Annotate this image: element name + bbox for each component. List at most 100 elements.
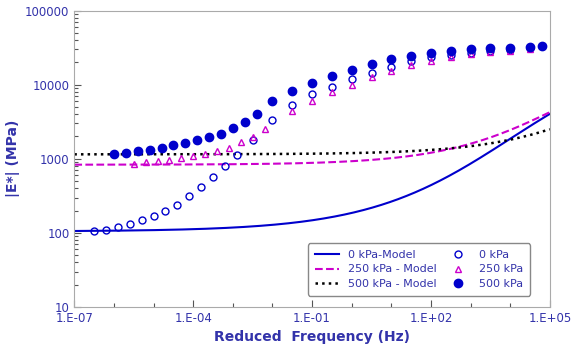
0 kPa <box>289 103 296 107</box>
500 kPa <box>538 44 545 48</box>
0 kPa <box>328 85 335 89</box>
250 kPa - Model <box>359 159 366 163</box>
0 kPa <box>186 194 193 198</box>
0 kPa <box>174 203 181 207</box>
500 kPa - Model <box>432 148 439 152</box>
500 kPa - Model <box>480 142 487 147</box>
500 kPa - Model <box>71 152 78 156</box>
500 kPa <box>218 132 224 136</box>
500 kPa <box>428 51 434 55</box>
250 kPa <box>368 75 375 79</box>
250 kPa <box>226 146 233 150</box>
250 kPa <box>328 90 335 94</box>
500 kPa <box>194 138 201 142</box>
Line: 250 kPa - Model: 250 kPa - Model <box>74 112 550 165</box>
250 kPa - Model <box>480 138 487 142</box>
500 kPa <box>309 81 316 85</box>
0 kPa <box>91 229 98 233</box>
0 kPa <box>349 77 355 82</box>
250 kPa <box>213 149 220 154</box>
500 kPa <box>170 144 177 148</box>
500 kPa - Model <box>100 152 107 156</box>
0 kPa <box>233 153 240 157</box>
500 kPa <box>205 135 212 139</box>
250 kPa - Model <box>374 158 381 162</box>
250 kPa - Model <box>432 150 439 154</box>
250 kPa <box>130 162 137 166</box>
500 kPa - Model <box>347 151 354 155</box>
0 kPa <box>428 55 434 60</box>
250 kPa - Model <box>100 162 107 167</box>
250 kPa <box>527 47 534 51</box>
Line: 500 kPa - Model: 500 kPa - Model <box>74 129 550 154</box>
Line: 0 kPa-Model: 0 kPa-Model <box>74 114 550 231</box>
500 kPa <box>507 46 514 50</box>
500 kPa <box>289 89 296 93</box>
500 kPa - Model <box>374 150 381 155</box>
250 kPa <box>447 55 454 60</box>
Line: 0 kPa: 0 kPa <box>91 45 534 235</box>
500 kPa <box>328 74 335 78</box>
250 kPa <box>428 59 434 63</box>
0 kPa-Model <box>359 208 366 212</box>
0 kPa-Model <box>347 211 354 215</box>
250 kPa <box>309 99 316 103</box>
0 kPa <box>209 175 216 180</box>
0 kPa <box>467 51 474 55</box>
250 kPa <box>507 49 514 53</box>
500 kPa <box>253 112 260 117</box>
0 kPa-Model <box>374 204 381 208</box>
0 kPa <box>162 209 169 213</box>
500 kPa <box>487 46 494 50</box>
Line: 250 kPa: 250 kPa <box>130 46 534 167</box>
0 kPa <box>507 48 514 52</box>
0 kPa <box>309 92 316 96</box>
250 kPa - Model <box>71 163 78 167</box>
500 kPa <box>269 99 276 103</box>
0 kPa-Model <box>546 112 553 116</box>
0 kPa <box>249 138 256 142</box>
0 kPa <box>269 118 276 122</box>
250 kPa <box>237 140 244 145</box>
500 kPa <box>134 149 141 154</box>
500 kPa <box>368 62 375 66</box>
0 kPa <box>527 46 534 50</box>
0 kPa <box>487 49 494 54</box>
0 kPa <box>198 185 205 189</box>
Legend: 0 kPa-Model, 250 kPa - Model, 500 kPa - Model, 0 kPa, 250 kPa, 500 kPa: 0 kPa-Model, 250 kPa - Model, 500 kPa - … <box>308 243 530 295</box>
500 kPa <box>241 120 248 124</box>
500 kPa <box>408 54 415 58</box>
250 kPa <box>178 156 185 160</box>
500 kPa <box>146 148 153 152</box>
0 kPa <box>388 65 395 69</box>
Y-axis label: |E*| (MPa): |E*| (MPa) <box>6 120 20 197</box>
250 kPa <box>201 152 208 156</box>
500 kPa <box>527 45 534 49</box>
500 kPa <box>467 47 474 51</box>
250 kPa <box>467 52 474 56</box>
250 kPa <box>190 154 197 158</box>
250 kPa - Model <box>347 159 354 163</box>
0 kPa-Model <box>71 229 78 233</box>
250 kPa - Model <box>546 110 553 114</box>
500 kPa <box>111 152 118 156</box>
250 kPa <box>408 63 415 68</box>
500 kPa - Model <box>359 151 366 155</box>
0 kPa <box>222 164 228 168</box>
0 kPa-Model <box>432 181 439 185</box>
250 kPa <box>142 160 149 164</box>
250 kPa <box>487 50 494 54</box>
500 kPa - Model <box>546 127 553 131</box>
0 kPa <box>138 217 145 222</box>
500 kPa <box>182 141 189 145</box>
500 kPa <box>349 68 355 72</box>
X-axis label: Reduced  Frequency (Hz): Reduced Frequency (Hz) <box>214 330 410 344</box>
0 kPa <box>126 222 133 226</box>
0 kPa <box>408 59 415 63</box>
250 kPa <box>289 108 296 113</box>
0 kPa-Model <box>480 154 487 158</box>
Line: 500 kPa: 500 kPa <box>110 42 546 159</box>
250 kPa <box>349 83 355 87</box>
250 kPa <box>154 159 161 163</box>
0 kPa <box>447 53 454 57</box>
